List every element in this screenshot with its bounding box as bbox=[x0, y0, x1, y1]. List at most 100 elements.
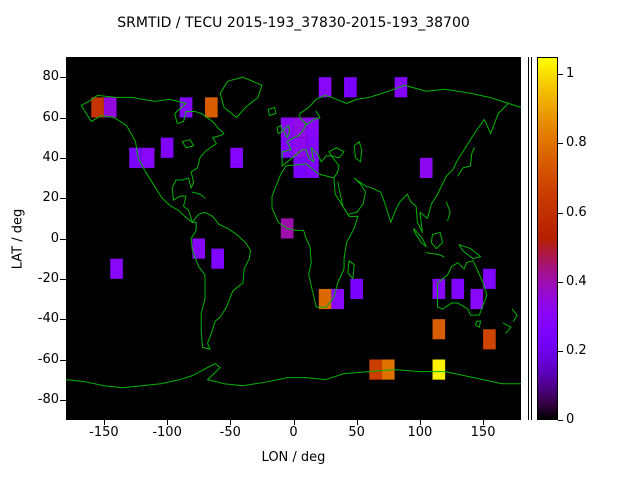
heatmap-cells bbox=[91, 77, 496, 380]
coast-greenland bbox=[220, 77, 262, 117]
coast-africa bbox=[272, 164, 358, 307]
colorbar-tick-label: 0.8 bbox=[566, 135, 587, 151]
coast-great-lakes bbox=[182, 140, 193, 148]
heatmap-cell bbox=[110, 258, 123, 279]
heatmap-cell bbox=[483, 329, 496, 350]
heatmap-cell bbox=[280, 137, 294, 158]
coast-tasmania bbox=[476, 321, 481, 327]
x-tick-mark bbox=[357, 420, 358, 425]
heatmap-cell bbox=[306, 137, 319, 158]
coast-caspian-sea bbox=[354, 142, 362, 162]
y-tick-label: 20 bbox=[42, 190, 59, 206]
colorbar bbox=[537, 57, 558, 420]
y-tick-label: -60 bbox=[37, 351, 59, 367]
y-tick-mark bbox=[60, 198, 66, 199]
y-tick-mark bbox=[60, 158, 66, 159]
y-tick-mark bbox=[60, 400, 66, 401]
plot-title: SRMTID / TECU 2015-193_37830-2015-193_38… bbox=[117, 15, 470, 31]
x-tick-mark bbox=[420, 420, 421, 425]
heatmap-cell bbox=[160, 137, 174, 158]
coast-java bbox=[426, 253, 444, 257]
heatmap-cell bbox=[306, 157, 319, 178]
plot-area bbox=[66, 57, 521, 420]
heatmap-cell bbox=[451, 278, 465, 299]
y-tick-label: -40 bbox=[37, 311, 59, 327]
colorbar-tick-label: 0 bbox=[566, 412, 575, 427]
colorbar-tick-mark bbox=[558, 351, 563, 352]
x-tick-mark bbox=[294, 420, 295, 425]
heatmap-cell bbox=[205, 97, 218, 118]
heatmap-cell bbox=[470, 288, 484, 310]
heatmap-cell bbox=[318, 77, 332, 98]
x-tick-mark bbox=[230, 420, 231, 425]
colorbar-tick-label: 0.4 bbox=[566, 273, 587, 289]
coast-australia bbox=[438, 261, 487, 315]
heatmap-cell bbox=[344, 77, 357, 98]
heatmap-cell bbox=[293, 117, 307, 138]
heatmap-cell bbox=[381, 359, 395, 380]
heatmap-cell bbox=[432, 319, 446, 340]
world-map bbox=[66, 57, 521, 420]
colorbar-separator bbox=[528, 57, 532, 420]
y-tick-mark bbox=[60, 77, 66, 78]
coast-japan bbox=[458, 148, 474, 176]
colorbar-tick-label: 0.6 bbox=[566, 204, 587, 220]
heatmap-cell bbox=[394, 77, 408, 98]
x-tick-mark bbox=[483, 420, 484, 425]
coast-europe-west bbox=[282, 95, 331, 166]
coast-asia-east-south bbox=[338, 103, 509, 232]
coast-borneo bbox=[431, 232, 442, 248]
heatmap-cell bbox=[432, 278, 446, 299]
y-tick-mark bbox=[60, 319, 66, 320]
heatmap-cell bbox=[280, 117, 294, 138]
heatmap-cell bbox=[318, 288, 332, 310]
y-tick-mark bbox=[60, 239, 66, 240]
heatmap-cell bbox=[141, 147, 155, 168]
coast-ireland bbox=[277, 126, 282, 134]
heatmap-cell bbox=[331, 288, 345, 310]
y-tick-label: 80 bbox=[42, 69, 59, 85]
coast-britain bbox=[283, 126, 289, 138]
x-tick-mark bbox=[167, 420, 168, 425]
x-tick-mark bbox=[104, 420, 105, 425]
coast-new-zealand bbox=[503, 309, 517, 333]
coast-madagascar bbox=[348, 261, 354, 279]
y-tick-label: -20 bbox=[37, 270, 59, 286]
y-tick-mark bbox=[60, 360, 66, 361]
colorbar-tick-mark bbox=[558, 213, 563, 214]
heatmap-cell bbox=[350, 278, 364, 299]
heatmap-cell bbox=[293, 157, 307, 178]
coast-sumatra bbox=[414, 228, 427, 246]
coast-north-america bbox=[81, 95, 224, 222]
heatmap-cell bbox=[129, 147, 142, 168]
colorbar-tick-label: 0.2 bbox=[566, 342, 587, 358]
coast-iceland bbox=[268, 107, 276, 115]
heatmap-cell bbox=[103, 97, 117, 118]
x-tick-label: 0 bbox=[289, 425, 298, 440]
heatmap-cell bbox=[230, 147, 243, 168]
coast-philippines bbox=[446, 202, 450, 220]
coast-black-sea bbox=[329, 148, 344, 158]
y-tick-label: 40 bbox=[42, 149, 59, 165]
y-tick-mark bbox=[60, 118, 66, 119]
colorbar-tick-mark bbox=[558, 143, 563, 144]
x-tick-label: 50 bbox=[348, 425, 365, 440]
colorbar-tick-mark bbox=[558, 420, 563, 421]
coast-antarctica bbox=[66, 364, 521, 388]
heatmap-cell bbox=[432, 359, 446, 380]
heatmap-cell bbox=[483, 268, 496, 289]
y-tick-mark bbox=[60, 279, 66, 280]
coast-new-guinea bbox=[459, 245, 480, 259]
colorbar-tick-mark bbox=[558, 282, 563, 283]
heatmap-cell bbox=[192, 238, 206, 259]
x-axis-label: LON / deg bbox=[261, 450, 326, 465]
coast-mediterranean bbox=[282, 148, 339, 178]
heatmap-cell bbox=[419, 157, 433, 178]
colorbar-tick-label: 1 bbox=[566, 66, 575, 82]
x-tick-label: -100 bbox=[152, 425, 182, 440]
y-tick-label: -80 bbox=[37, 391, 59, 407]
y-tick-label: 0 bbox=[50, 230, 59, 246]
coast-south-america bbox=[191, 212, 250, 349]
x-tick-label: 150 bbox=[470, 425, 496, 440]
